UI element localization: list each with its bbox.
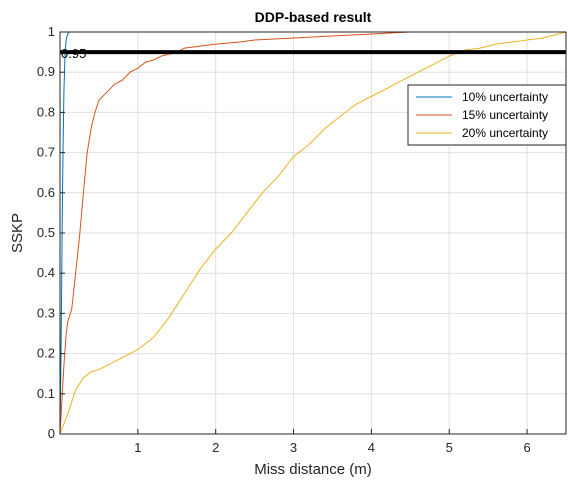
y-tick-label: 1 <box>48 24 55 39</box>
legend-entry: 10% uncertainty <box>462 90 548 104</box>
y-tick-label: 0.5 <box>37 225 55 240</box>
series-line <box>59 31 567 435</box>
legend: 10% uncertainty 15% uncertainty 20% uncert… <box>407 84 567 146</box>
x-axis-label: Miss distance (m) <box>254 461 372 478</box>
threshold-layer: 0.95 <box>60 46 566 61</box>
legend-entry: 15% uncertainty <box>462 108 548 122</box>
x-tick-label: 3 <box>290 440 297 455</box>
y-tick-label: 0.2 <box>37 346 55 361</box>
x-tick-label: 4 <box>368 440 375 455</box>
ticks: 1 2 3 4 5 6 0 0.1 0.2 0.3 0.4 0.5 0.6 0.7 0.8 0.9 1 <box>37 24 531 455</box>
y-tick-label: 0.9 <box>37 64 55 79</box>
series-line <box>59 31 419 435</box>
legend-entry: 20% uncertainty <box>462 126 548 140</box>
x-tick-label: 2 <box>212 440 219 455</box>
x-tick-label: 1 <box>134 440 141 455</box>
y-tick-label: 0 <box>48 426 55 441</box>
y-axis-label: SSKP <box>9 213 26 253</box>
y-tick-label: 0.8 <box>37 104 55 119</box>
threshold-label: 0.95 <box>61 46 86 61</box>
y-tick-label: 0.7 <box>37 145 55 160</box>
x-tick-label: 5 <box>446 440 453 455</box>
x-tick-label: 6 <box>523 440 530 455</box>
chart-title: DDP-based result <box>255 9 372 25</box>
y-tick-label: 0.4 <box>37 265 55 280</box>
y-tick-label: 0.6 <box>37 185 55 200</box>
y-tick-label: 0.1 <box>37 386 55 401</box>
y-tick-label: 0.3 <box>37 305 55 320</box>
